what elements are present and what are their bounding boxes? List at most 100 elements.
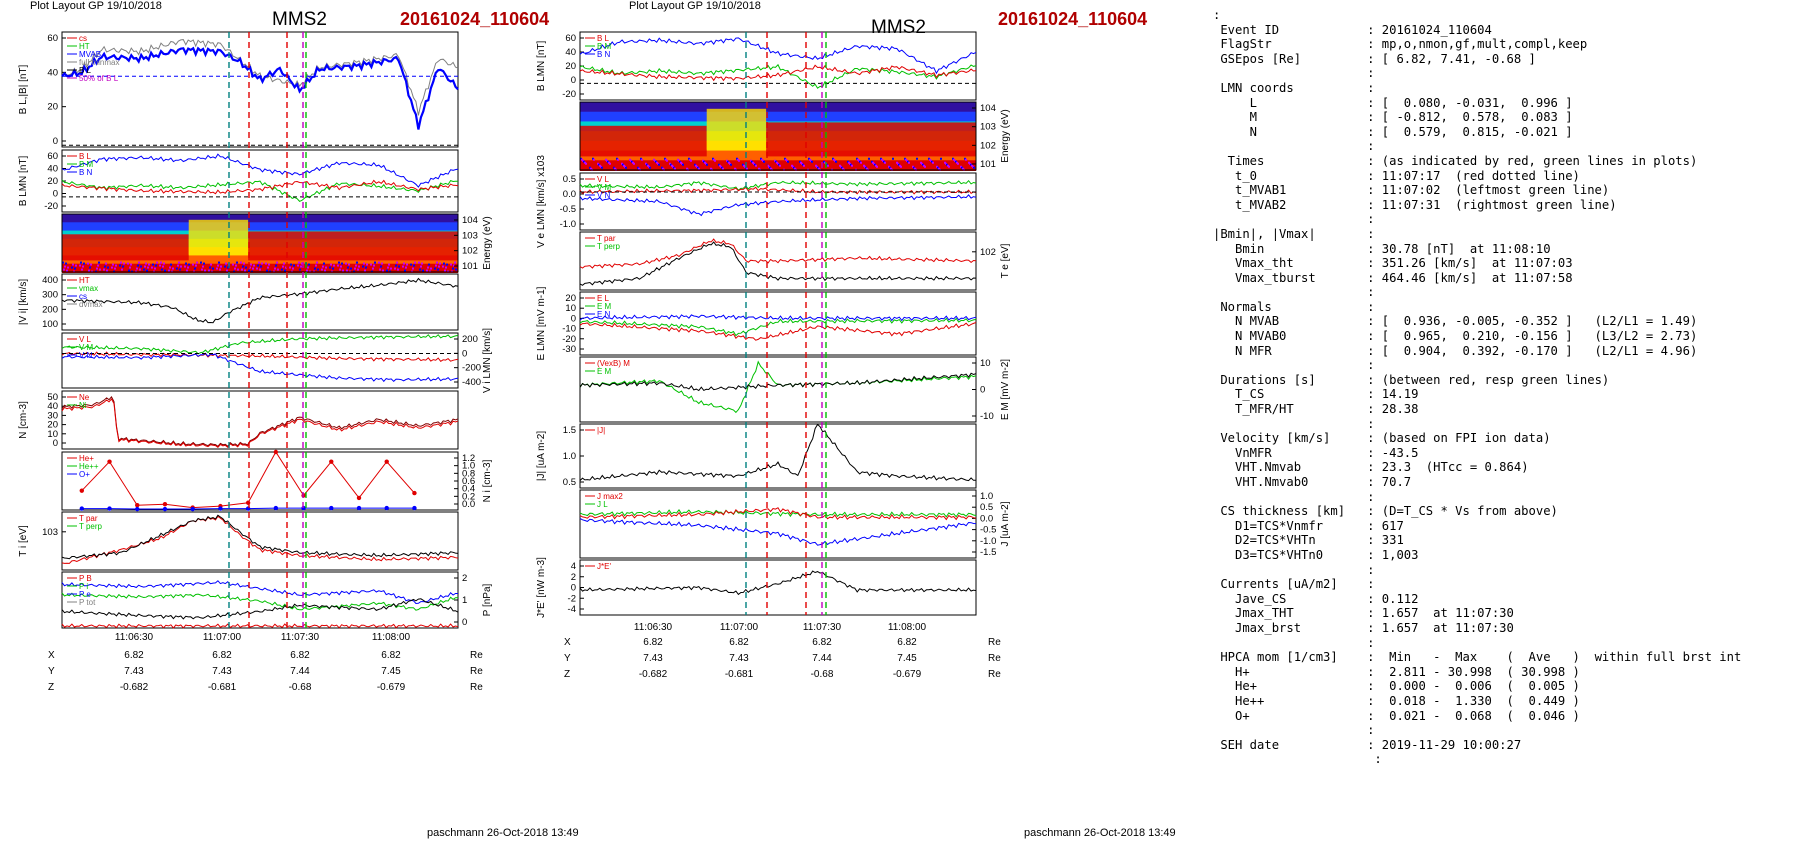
orbit-unit: Re bbox=[988, 637, 1001, 648]
spectrogram-speck bbox=[916, 157, 918, 160]
spectrogram-speck bbox=[398, 265, 400, 268]
info-label: L bbox=[1213, 95, 1258, 110]
panel-frame bbox=[61, 31, 459, 148]
info-separator: : bbox=[1213, 635, 1382, 650]
spectrogram-speck bbox=[439, 262, 441, 265]
spectrogram-speck bbox=[88, 269, 90, 272]
info-label: M bbox=[1213, 110, 1258, 125]
spectrogram-speck bbox=[406, 263, 408, 266]
spectrogram-speck bbox=[226, 269, 228, 272]
tick-label: 2 bbox=[462, 573, 467, 584]
data-point bbox=[135, 502, 140, 508]
spectrogram-speck bbox=[121, 268, 123, 271]
data-point bbox=[329, 505, 334, 511]
tick-label: -20 bbox=[562, 89, 576, 100]
spectrogram-speck bbox=[876, 165, 878, 168]
legend-entry: P B bbox=[79, 574, 92, 583]
spectrogram-speck bbox=[341, 262, 343, 265]
series-line bbox=[61, 623, 459, 629]
spectrogram-speck bbox=[240, 261, 242, 264]
spectrogram-speck bbox=[136, 267, 138, 270]
spectrogram-speck bbox=[164, 269, 166, 272]
info-separator: : bbox=[1271, 343, 1382, 358]
info-value: mp,o,nmon,gf,mult,compl,keep bbox=[1381, 37, 1588, 52]
spectrogram-speck bbox=[323, 262, 325, 265]
series-line bbox=[61, 598, 459, 620]
spectrogram-speck bbox=[426, 269, 428, 272]
info-separator: : bbox=[1293, 606, 1382, 621]
spectrogram-speck bbox=[217, 264, 219, 267]
spectrogram-speck bbox=[186, 269, 188, 272]
info-value: 351.26 [km/s] at 11:07:03 bbox=[1381, 256, 1573, 271]
spectrogram-speck bbox=[267, 266, 269, 269]
panel-P: 2 1 0 P [nPa] P BP iP eP tot bbox=[61, 571, 493, 629]
legend-entry: T perp bbox=[79, 522, 103, 531]
spectrogram-speck bbox=[200, 261, 202, 264]
axis-label: B L,|B| [nT] bbox=[18, 64, 29, 114]
panel-frame bbox=[579, 172, 977, 231]
spectrogram-speck bbox=[851, 164, 853, 167]
orbit-value: 6.82 bbox=[729, 637, 749, 648]
orbit-value: 7.44 bbox=[290, 666, 310, 677]
spectrogram-speck bbox=[143, 268, 145, 271]
spectrogram-speck bbox=[188, 263, 190, 266]
legend-entry: Ni bbox=[79, 401, 87, 410]
spectrogram-speck bbox=[107, 266, 109, 269]
spectrogram-speck bbox=[83, 262, 85, 265]
tick-label: -20 bbox=[44, 201, 58, 212]
spectrogram-speck bbox=[236, 261, 238, 264]
axis-label: N i [cm-3] bbox=[482, 459, 493, 502]
spectrogram-speck bbox=[209, 266, 211, 269]
axis-label: V e LMN [km/s] x103 bbox=[536, 155, 547, 248]
spectrogram-speck bbox=[609, 162, 611, 165]
info-row: : bbox=[1213, 417, 1798, 432]
orbit-value: -0.681 bbox=[725, 669, 754, 680]
spectrogram-speck bbox=[104, 265, 106, 268]
tick-label: 0 bbox=[53, 189, 58, 200]
spectrogram-speck bbox=[237, 268, 239, 271]
spectrogram-hot-region bbox=[580, 125, 707, 157]
spectrogram-speck bbox=[649, 166, 651, 169]
spectrogram-speck bbox=[299, 268, 301, 271]
info-row: t_MVAB1 : 11:07:02 (leftmost green line) bbox=[1213, 183, 1798, 198]
spectrogram-speck bbox=[402, 265, 404, 268]
info-bottom-colon: : bbox=[1213, 752, 1382, 767]
orbit-value: 6.82 bbox=[812, 637, 832, 648]
spectrogram-speck bbox=[434, 267, 436, 270]
series-line bbox=[579, 509, 977, 518]
info-label: Normals bbox=[1213, 299, 1272, 314]
info-row: Velocity [km/s] : (based on FPI ion data… bbox=[1213, 431, 1798, 446]
info-value: 1,003 bbox=[1381, 547, 1419, 562]
spectrogram-speck bbox=[455, 268, 457, 271]
series-line bbox=[61, 46, 459, 130]
spectrogram-speck bbox=[339, 268, 341, 271]
info-value: [ 0.904, 0.392, -0.170 ] (L2/L1 = 4.96) bbox=[1381, 343, 1698, 358]
tick-label: 200 bbox=[42, 304, 58, 315]
info-separator: : bbox=[1271, 299, 1382, 314]
tick-label: 0 bbox=[53, 136, 58, 147]
tick-label: 30 bbox=[47, 410, 58, 421]
data-point bbox=[107, 506, 112, 511]
spectrogram-speck bbox=[300, 265, 302, 268]
tick-label: 1.2 bbox=[462, 453, 475, 464]
spectrogram-speck bbox=[212, 267, 214, 270]
tick-label: 0 bbox=[571, 583, 576, 594]
spectrogram-speck bbox=[179, 268, 181, 271]
spectrogram-speck bbox=[625, 166, 627, 169]
info-separator: : bbox=[1271, 37, 1382, 52]
right-figure-caption: Plot Layout GP 19/10/2018 bbox=[629, 0, 761, 12]
info-row: VHT.Nmvab : 23.3 (HTcc = 0.864) bbox=[1213, 460, 1798, 475]
legend-entry: (VexB) M bbox=[597, 359, 630, 368]
series-line bbox=[61, 277, 459, 324]
info-separator: : bbox=[1301, 620, 1382, 635]
spectrogram-speck bbox=[722, 167, 724, 170]
spectrogram-speck bbox=[355, 264, 357, 267]
info-row: He+ : 0.000 - 0.006 ( 0.005 ) bbox=[1213, 679, 1798, 694]
spectrogram-speck bbox=[601, 166, 603, 169]
legend-entry: B M bbox=[79, 160, 94, 169]
series-line bbox=[579, 317, 977, 337]
spectrogram-speck bbox=[395, 264, 397, 267]
legend-entry: full minmax bbox=[79, 58, 119, 67]
